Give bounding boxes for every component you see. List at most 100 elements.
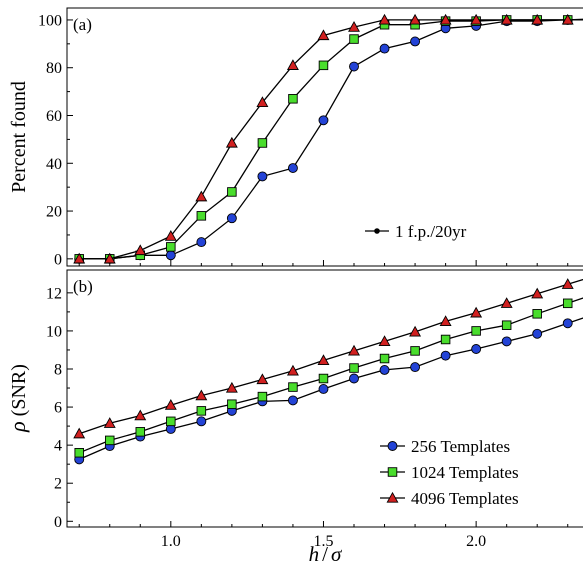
data-point-triangle: [73, 252, 86, 264]
data-point-triangle: [317, 29, 330, 41]
data-point-triangle: [256, 373, 269, 385]
x-axis-label: h / σ: [309, 542, 343, 566]
data-point-circle: [196, 416, 207, 427]
data-point-circle: [410, 36, 421, 47]
data-point-circle: [379, 43, 390, 54]
y-tick-label: 4: [54, 438, 62, 455]
data-point-square: [74, 448, 84, 458]
data-point-circle: [562, 318, 573, 329]
series-group: [73, 278, 583, 465]
y-axis-unit: (SNR): [8, 364, 30, 416]
data-point-triangle: [256, 96, 269, 107]
data-point-square: [532, 309, 542, 319]
legend-marker-square: [387, 467, 398, 477]
panel-label: (a): [73, 15, 92, 34]
legend-marker-dot: [374, 228, 380, 234]
legend-label: 256 Templates: [411, 437, 510, 456]
data-point-triangle: [378, 13, 391, 25]
legend: 1 f.p./20yr: [365, 222, 467, 241]
data-point-circle: [257, 171, 268, 182]
y-tick-label: 80: [46, 60, 62, 77]
x-axis-label-sep: /: [322, 542, 328, 566]
data-point-square: [501, 320, 512, 330]
data-point-triangle: [195, 190, 208, 202]
x-axis-label-h: h: [309, 542, 320, 566]
data-point-triangle: [195, 389, 208, 401]
data-point-triangle: [470, 13, 483, 25]
data-point-square: [318, 60, 329, 71]
data-point-square: [318, 373, 329, 384]
data-point-square: [410, 346, 420, 356]
plot-frame: [66, 269, 583, 528]
data-point-triangle: [317, 354, 330, 366]
plot-frame: [66, 7, 583, 267]
y-axis-label-b: ρ (SNR): [5, 364, 30, 433]
data-point-square: [349, 34, 359, 44]
data-point-triangle: [439, 13, 452, 25]
data-point-square: [440, 334, 451, 345]
data-point-circle: [287, 395, 298, 406]
data-point-triangle: [225, 136, 238, 148]
y-tick-label: 40: [46, 156, 62, 173]
data-point-square: [257, 138, 268, 148]
data-point-circle: [165, 250, 176, 261]
data-point-triangle: [378, 335, 391, 346]
data-point-circle: [440, 350, 451, 361]
data-point-triangle: [439, 315, 452, 327]
data-point-triangle: [409, 13, 422, 25]
y-tick-label: 6: [54, 400, 62, 417]
x-tick-label: 1.0: [161, 533, 181, 550]
data-point-triangle: [348, 20, 360, 32]
y-tick-label: 0: [54, 251, 62, 268]
data-point-triangle: [409, 325, 422, 337]
data-point-square: [104, 435, 115, 446]
series-line-triangle: [79, 19, 583, 260]
panel-label: (b): [73, 277, 93, 296]
data-point-circle: [379, 364, 390, 375]
data-point-square: [257, 391, 268, 402]
data-point-triangle: [561, 13, 574, 25]
y-tick-label: 12: [46, 285, 62, 302]
data-point-circle: [410, 362, 421, 373]
y-tick-label: 100: [38, 12, 62, 29]
y-tick-label: 8: [54, 361, 62, 378]
series-line-square: [79, 19, 583, 260]
data-point-square: [135, 427, 146, 437]
data-point-square: [227, 399, 237, 409]
data-point-triangle: [286, 364, 299, 376]
y-tick-label: 2: [54, 476, 62, 493]
data-point-square: [166, 242, 176, 252]
data-point-triangle: [164, 399, 177, 410]
x-tick-label: 2.0: [466, 533, 486, 550]
y-tick-label: 20: [46, 204, 62, 221]
data-point-circle: [532, 328, 543, 339]
data-point-triangle: [531, 13, 544, 25]
y-tick-label: 60: [46, 108, 62, 125]
y-tick-label: 0: [54, 514, 62, 531]
y-axis-label-a: Percent found: [8, 81, 30, 193]
data-point-square: [196, 211, 207, 221]
panel-b: 0 2 4 6 8 10 12 1.0 1.5 2.0 (b) 256 Templates 1024 T…: [46, 269, 583, 550]
data-point-circle: [471, 344, 482, 354]
data-point-circle: [287, 163, 298, 174]
x-tick-label: 1.5: [313, 533, 333, 550]
data-point-triangle: [470, 306, 483, 318]
data-point-triangle: [103, 252, 116, 264]
legend-label: 1024 Templates: [411, 463, 519, 482]
x-axis-label-sigma: σ: [331, 542, 343, 566]
data-point-square: [288, 94, 298, 104]
data-point-circle: [226, 213, 237, 224]
data-point-triangle: [134, 244, 147, 256]
data-point-triangle: [500, 13, 513, 25]
series-line-square: [78, 297, 583, 454]
data-point-triangle: [73, 427, 86, 439]
data-point-triangle: [164, 230, 177, 241]
legend-marker-triangle: [386, 491, 399, 503]
data-point-circle: [349, 61, 359, 72]
series-line-circle: [79, 18, 583, 260]
series-line-triangle: [78, 278, 583, 435]
legend: 256 Templates 1024 Templates 4096 Template…: [380, 437, 519, 508]
data-point-square: [166, 416, 176, 427]
data-point-circle: [349, 373, 359, 384]
